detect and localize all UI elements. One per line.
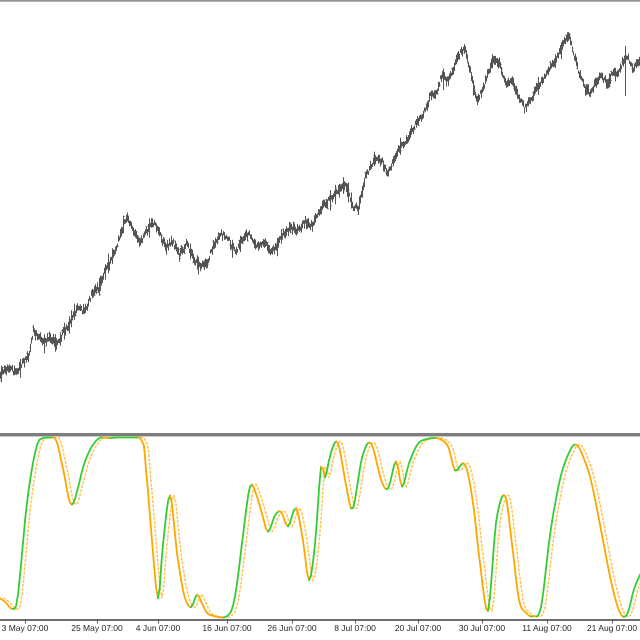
time-axis-line: [0, 619, 640, 621]
window-top-border: [0, 0, 640, 2]
oscillator-signal-line: [3, 436, 640, 619]
price-bars-series: [0, 32, 640, 383]
time-axis-ticks: [25, 619, 613, 624]
oscillator-main-line: [0, 436, 640, 619]
pane-separator[interactable]: [0, 433, 640, 437]
